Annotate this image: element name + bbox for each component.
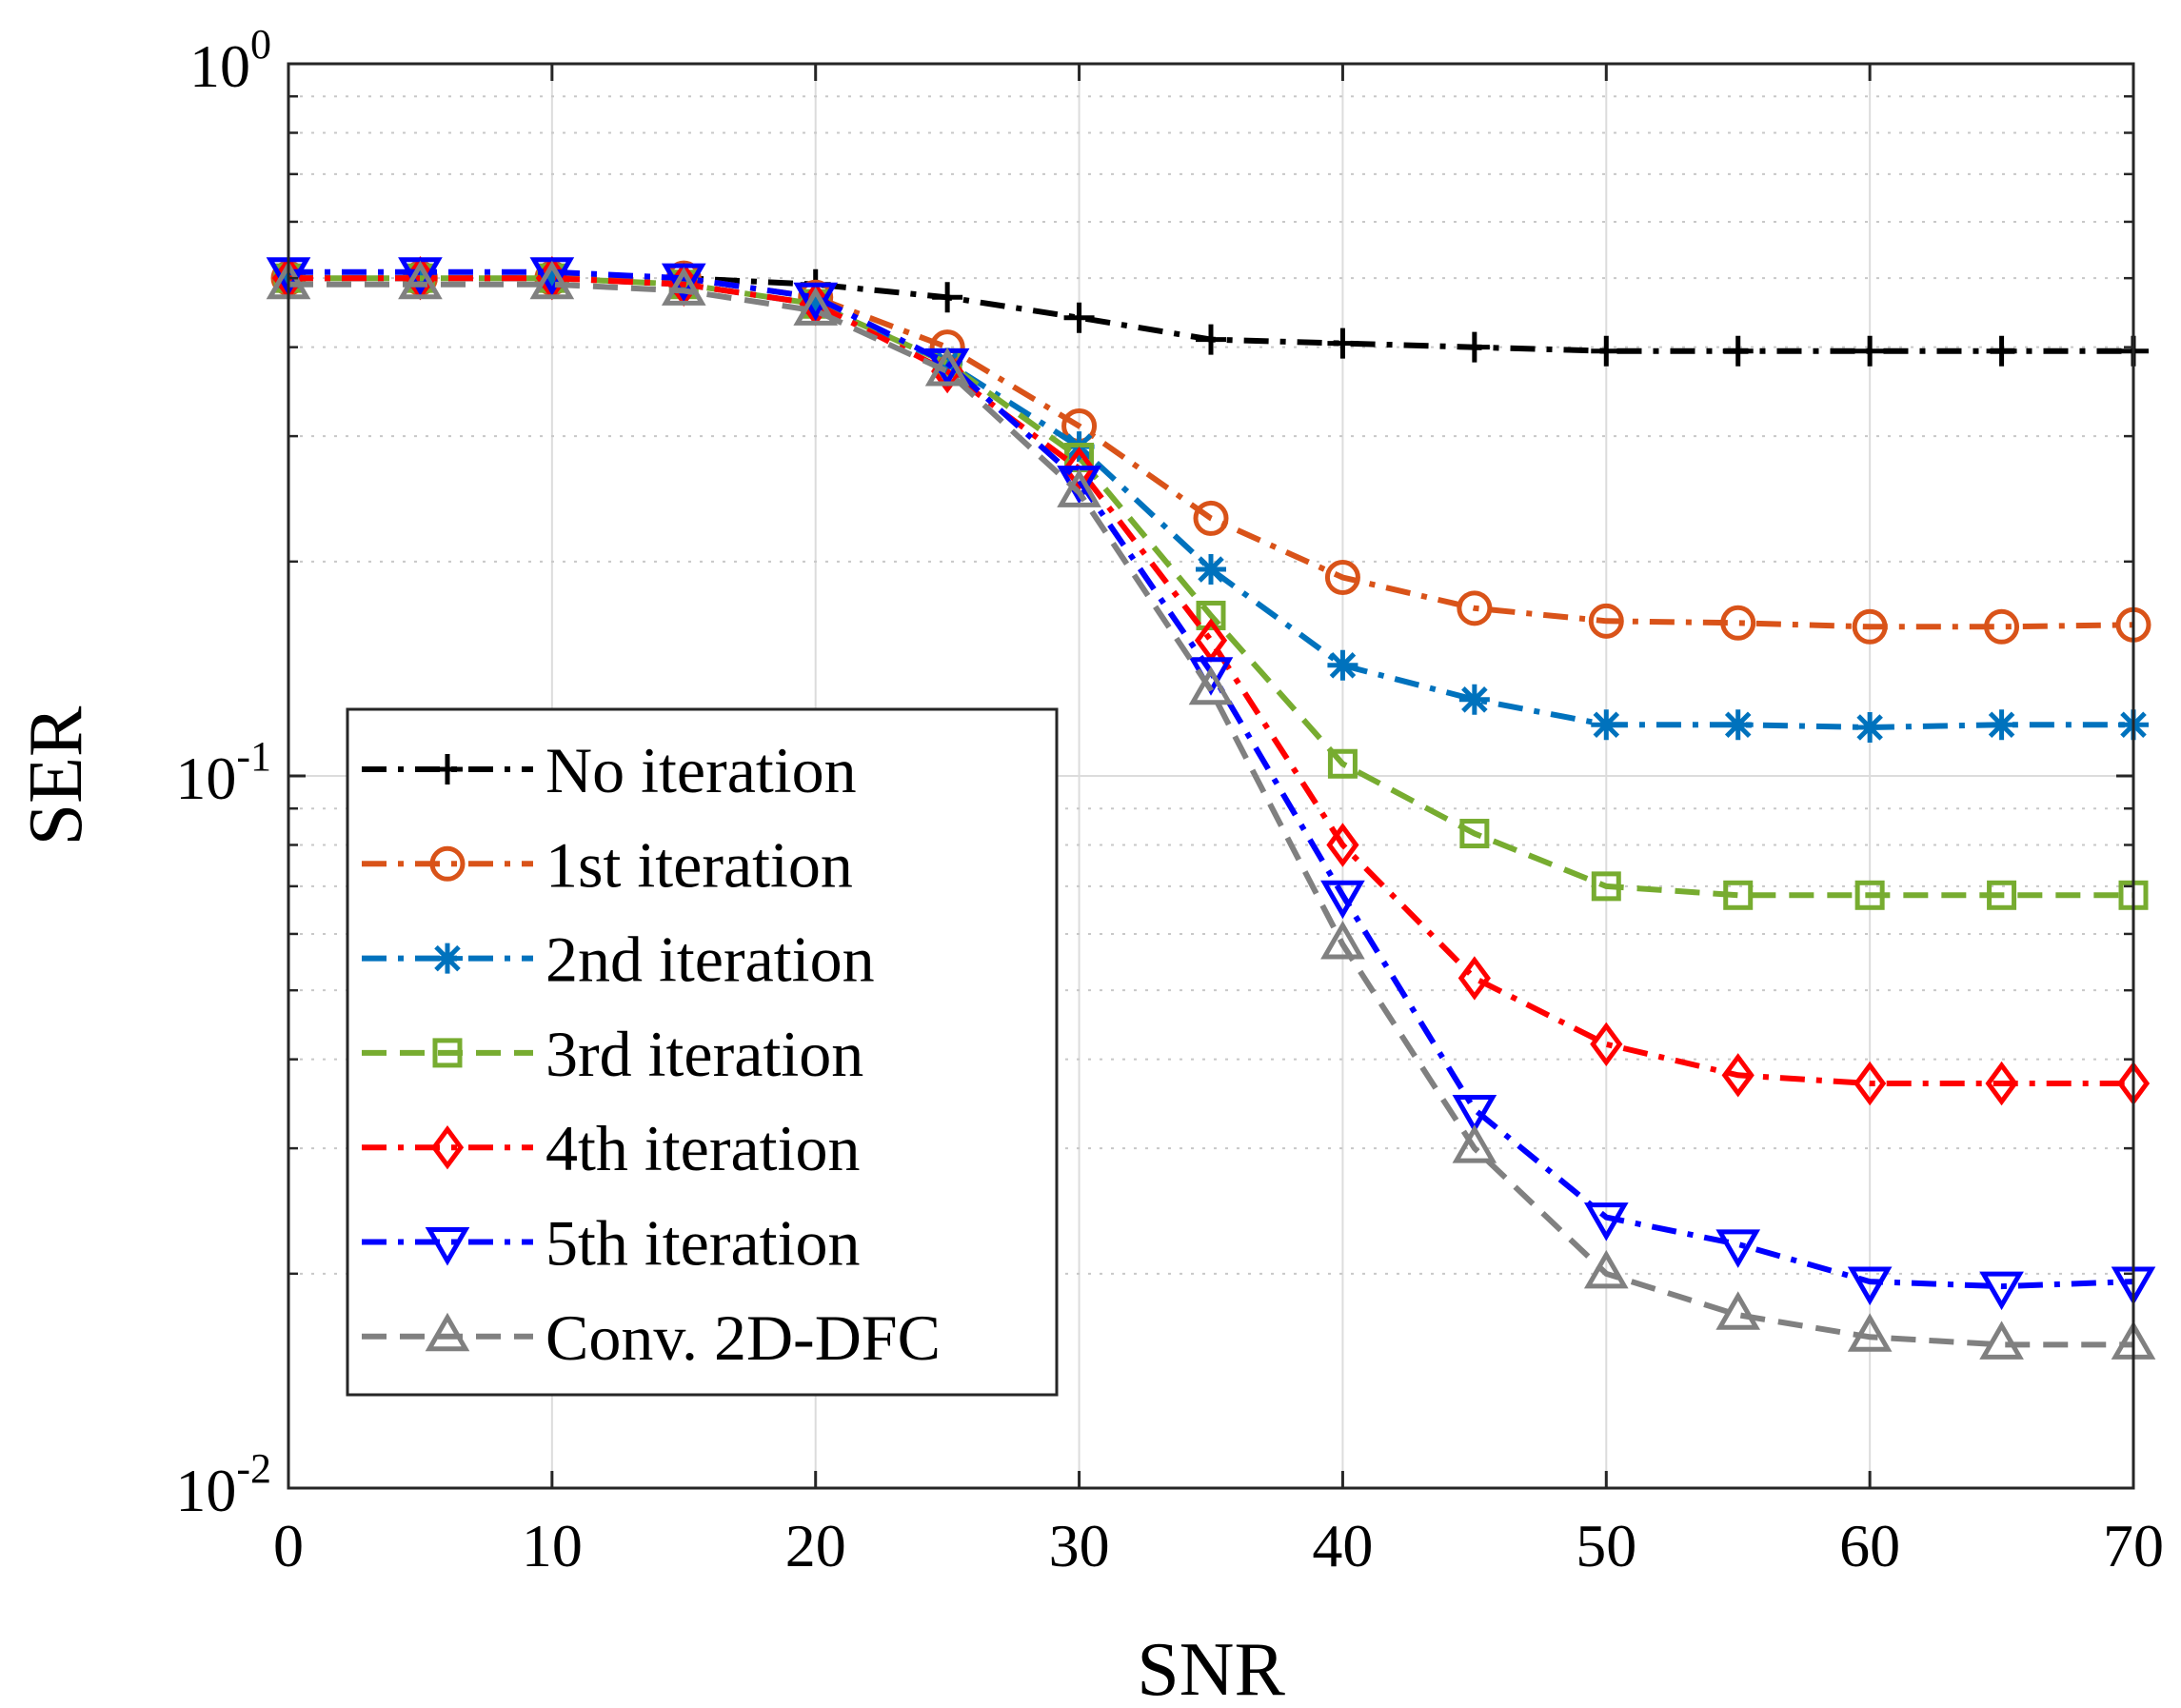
data-point-marker — [1591, 709, 1621, 740]
x-tick-label: 70 — [2103, 1512, 2164, 1579]
y-tick-exponent: 0 — [250, 21, 271, 68]
chart-background — [0, 0, 2181, 1708]
x-tick-label: 40 — [1312, 1512, 1373, 1579]
y-axis-label: SER — [14, 705, 98, 845]
chart: 0 10 20 30 40 50 60 70 10010-110-2 SNR SER No i… — [0, 0, 2181, 1708]
y-tick-base: 10 — [175, 1457, 236, 1524]
x-tick-label: 20 — [785, 1512, 846, 1579]
legend-label: 2nd iteration — [545, 924, 875, 996]
legend-label: 4th iteration — [545, 1112, 860, 1184]
legend-marker — [432, 943, 463, 974]
y-tick-exponent: -2 — [236, 1445, 271, 1492]
legend-label: 5th iteration — [545, 1207, 860, 1280]
x-tick-label: 0 — [273, 1512, 304, 1579]
legend-label: 3rd iteration — [545, 1018, 863, 1090]
x-tick-label: 10 — [522, 1512, 583, 1579]
legend-label: 1st iteration — [545, 828, 853, 901]
y-tick-base: 10 — [189, 32, 250, 100]
data-point-marker — [1459, 685, 1490, 715]
y-tick-exponent: -1 — [236, 733, 271, 780]
data-point-marker — [1854, 712, 1885, 743]
data-point-marker — [1327, 650, 1358, 681]
legend-label: No iteration — [545, 734, 857, 806]
legend-label: Conv. 2D-DFC — [545, 1301, 941, 1374]
x-tick-label: 50 — [1576, 1512, 1636, 1579]
data-point-marker — [1723, 709, 1754, 740]
x-tick-label: 60 — [1839, 1512, 1900, 1579]
x-axis-label: SNR — [1137, 1628, 1285, 1708]
legend: No iteration 1st iteration 2nd iteration 3r… — [347, 709, 1057, 1395]
data-point-marker — [1196, 554, 1226, 585]
x-tick-label: 30 — [1049, 1512, 1110, 1579]
data-point-marker — [1987, 709, 2017, 740]
y-tick-base: 10 — [175, 745, 236, 812]
